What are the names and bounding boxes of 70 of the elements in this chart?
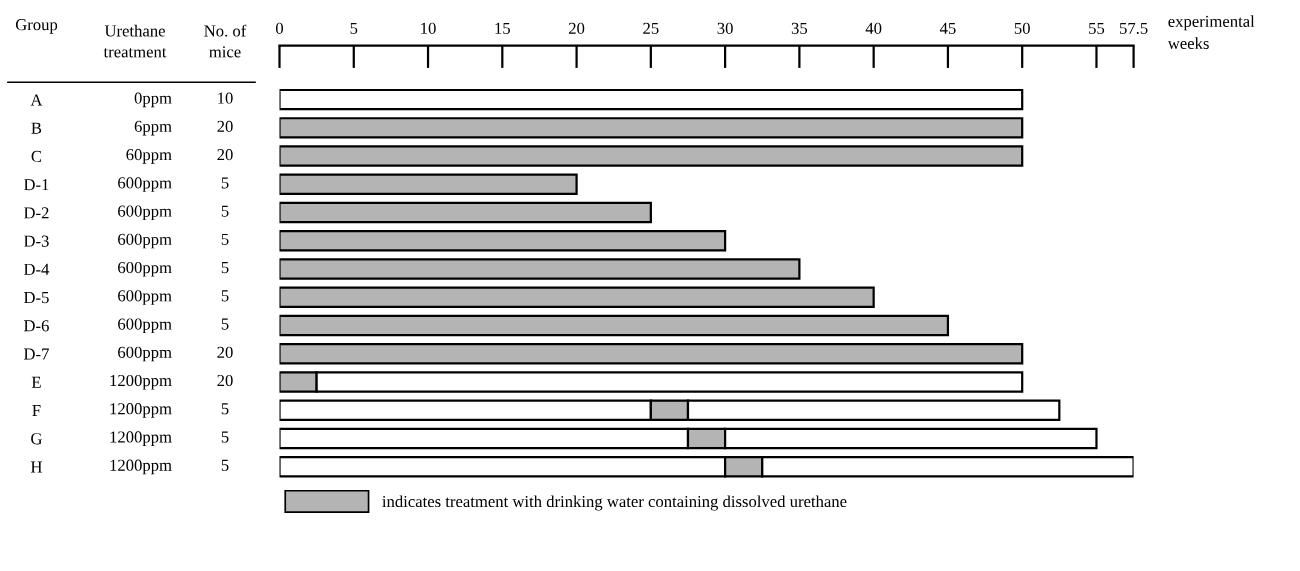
y-tick-label: B: [31, 122, 42, 134]
text: 1200ppm: [110, 374, 172, 390]
x2-tick-label: 30: [717, 22, 733, 34]
y-tick-label: D-6: [23, 320, 49, 332]
y-tick-label: D-4: [23, 263, 50, 275]
y-tick-label: D-7: [23, 348, 49, 360]
text: 1200ppm: [110, 459, 172, 475]
text: 600ppm: [118, 318, 172, 334]
text: 600ppm: [118, 233, 172, 249]
y-tick-label: D-3: [23, 235, 49, 247]
x2-tick-label: 40: [865, 22, 882, 34]
y-tick-label: F: [32, 405, 41, 416]
bar: [279, 201, 652, 224]
y-tick-label: H: [30, 461, 42, 473]
text: 20: [217, 374, 233, 387]
text: 5: [221, 177, 229, 189]
text: 60ppm: [126, 149, 172, 164]
text: 5: [221, 403, 229, 415]
bar: [279, 286, 875, 308]
text: 5: [221, 459, 229, 471]
y-tick-label: D-2: [23, 207, 49, 219]
bar: [279, 343, 1024, 365]
y-axis-title: Group: [15, 19, 58, 34]
text: 10: [218, 92, 233, 104]
bar: [279, 314, 950, 337]
text: 5: [221, 290, 229, 302]
text: 600ppm: [118, 177, 172, 192]
y-tick-label: D-5: [23, 292, 49, 304]
x2-tick-label: 25: [643, 22, 659, 34]
text: 0ppm: [134, 92, 172, 108]
text: 600ppm: [118, 346, 172, 362]
x2-tick-label: 5: [350, 22, 358, 34]
text: 20: [217, 149, 233, 161]
text: 20: [217, 120, 233, 133]
text: 5: [221, 431, 229, 443]
x2-tick-label: 0: [275, 22, 284, 34]
bar: [279, 117, 1024, 139]
y-tick-label: D-1: [23, 179, 49, 191]
text: No. of mice: [204, 24, 247, 58]
x-axis-title: experimental weeks: [1167, 15, 1255, 50]
text: 600ppm: [118, 290, 172, 305]
text: 5: [221, 205, 229, 217]
text: 1200ppm: [110, 431, 172, 446]
x2-tick-label: 45: [939, 22, 956, 34]
text: 5: [221, 318, 229, 330]
text: 20: [217, 346, 233, 358]
bar: [279, 173, 578, 196]
y-tick-label: C: [31, 150, 42, 163]
text: 6ppm: [134, 120, 172, 136]
text: 1200ppm: [110, 403, 172, 418]
bar: [279, 258, 801, 280]
bar: [279, 145, 1024, 167]
legend-label: indicates treatment with drinking water containing dissolved urethane: [382, 495, 847, 511]
x2-tick-label: 55: [1089, 22, 1105, 34]
bar: [279, 230, 727, 252]
text: Urethane treatment: [103, 24, 167, 58]
y-tick-label: A: [30, 94, 43, 106]
bar: [279, 88, 1024, 111]
x2-tick-label: 50: [1014, 22, 1030, 34]
text: 5: [221, 233, 229, 245]
y-tick-label: G: [31, 433, 42, 445]
y-tick-label: E: [31, 376, 41, 388]
x2-tick-label: 35: [791, 22, 808, 34]
x2-tick-label: 15: [495, 22, 510, 34]
text: 600ppm: [118, 261, 172, 277]
x2-tick-label: 20: [568, 22, 585, 34]
text: 600ppm: [118, 205, 172, 221]
x2-tick-label: 10: [421, 22, 436, 34]
text: 5: [221, 262, 229, 274]
x2-tick-label: 57.5: [1119, 22, 1148, 35]
